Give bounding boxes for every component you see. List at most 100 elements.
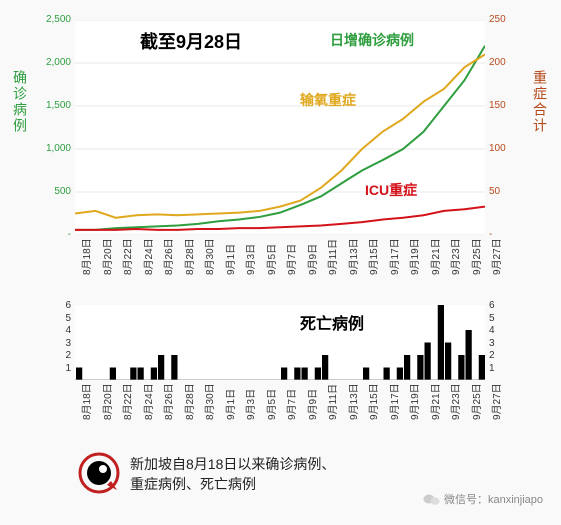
x-tick: 9月1日	[222, 244, 237, 275]
death-bar	[315, 368, 321, 381]
bot-left-tick: 4	[65, 325, 71, 336]
line-日增确诊病例	[75, 46, 485, 230]
left-tick: 1,500	[46, 100, 71, 111]
x-tick: 9月3日	[242, 244, 257, 275]
x-tick: 9月15日	[365, 238, 380, 275]
death-bar	[281, 368, 287, 381]
bot-left-tick: 1	[65, 363, 71, 374]
left-tick: 1,000	[46, 143, 71, 154]
x-tick: 9月25日	[468, 238, 483, 275]
bot-x-tick: 9月27日	[488, 383, 503, 420]
bot-x-tick: 8月18日	[78, 383, 93, 420]
x-tick: 8月26日	[160, 238, 175, 275]
series-label-输氧重症: 输氧重症	[300, 90, 356, 110]
bot-x-tick: 9月1日	[222, 389, 237, 420]
bot-right-tick: 5	[489, 313, 495, 324]
right-tick: 150	[489, 100, 506, 111]
left-tick: 2,500	[46, 14, 71, 25]
bot-x-tick: 9月17日	[386, 383, 401, 420]
caption-line-2: 重症病例、死亡病例	[130, 475, 256, 495]
bot-right-tick: 6	[489, 300, 495, 311]
series-label-日增确诊病例: 日增确诊病例	[330, 30, 414, 50]
x-tick: 9月17日	[386, 238, 401, 275]
death-bar	[294, 368, 300, 381]
bot-x-tick: 8月28日	[181, 383, 196, 420]
x-tick: 8月18日	[78, 238, 93, 275]
right-tick: 250	[489, 14, 506, 25]
death-bar	[445, 343, 451, 381]
source-logo	[78, 452, 120, 494]
x-tick: 8月24日	[140, 238, 155, 275]
left-tick: -	[68, 229, 71, 240]
bot-left-tick: 6	[65, 300, 71, 311]
x-tick: 9月13日	[345, 238, 360, 275]
death-bar	[404, 355, 410, 380]
x-tick: 9月9日	[304, 244, 319, 275]
bot-x-tick: 9月21日	[427, 383, 442, 420]
bot-x-tick: 9月3日	[242, 389, 257, 420]
death-bar	[138, 368, 144, 381]
left-tick: 2,000	[46, 57, 71, 68]
death-bar	[425, 343, 431, 381]
death-bar	[158, 355, 164, 380]
bottom-bar-chart	[75, 305, 485, 380]
death-bar	[110, 368, 116, 381]
death-bar	[438, 305, 444, 380]
x-tick: 9月21日	[427, 238, 442, 275]
bot-right-tick: 2	[489, 350, 495, 361]
caption-line-1: 新加坡自8月18日以来确诊病例、	[130, 455, 335, 475]
death-bar	[384, 368, 390, 381]
x-tick: 9月19日	[406, 238, 421, 275]
chart-title: 截至9月28日	[140, 28, 242, 54]
bot-x-tick: 8月24日	[140, 383, 155, 420]
bot-left-tick: 2	[65, 350, 71, 361]
death-bar	[466, 330, 472, 380]
x-tick: 9月11日	[324, 239, 339, 275]
x-tick: 9月7日	[283, 244, 298, 275]
bot-left-tick: 5	[65, 313, 71, 324]
x-tick: 8月22日	[119, 238, 134, 275]
bot-x-tick: 9月13日	[345, 383, 360, 420]
bot-x-tick: 9月19日	[406, 383, 421, 420]
bot-x-tick: 9月25日	[468, 383, 483, 420]
wechat-watermark: 微信号：kanxinjiapo	[423, 491, 543, 507]
x-tick: 8月28日	[181, 238, 196, 275]
left-tick: 500	[54, 186, 71, 197]
death-bar	[130, 368, 136, 381]
top-line-chart	[75, 20, 485, 235]
death-bar	[171, 355, 177, 380]
bot-x-tick: 9月23日	[447, 383, 462, 420]
bot-x-tick: 8月20日	[99, 383, 114, 420]
bot-x-tick: 9月11日	[324, 384, 339, 420]
x-tick: 9月27日	[488, 238, 503, 275]
death-bar	[397, 368, 403, 381]
x-tick: 8月30日	[201, 238, 216, 275]
death-bar	[322, 355, 328, 380]
death-bar	[458, 355, 464, 380]
line-输氧重症	[75, 54, 485, 217]
death-bar	[363, 368, 369, 381]
bot-right-tick: 3	[489, 338, 495, 349]
series-label-ICU重症: ICU重症	[365, 180, 417, 200]
deaths-label: 死亡病例	[300, 310, 364, 334]
bot-x-tick: 9月5日	[263, 389, 278, 420]
bot-x-tick: 8月26日	[160, 383, 175, 420]
bot-x-tick: 9月15日	[365, 383, 380, 420]
death-bar	[76, 368, 82, 381]
bot-left-tick: 3	[65, 338, 71, 349]
x-tick: 9月5日	[263, 244, 278, 275]
death-bar	[151, 368, 157, 381]
watermark-text: 微信号：kanxinjiapo	[444, 494, 543, 506]
death-bar	[302, 368, 308, 381]
right-axis-title-severe: 重症合计	[530, 70, 550, 134]
bot-x-tick: 9月9日	[304, 389, 319, 420]
bot-x-tick: 9月7日	[283, 389, 298, 420]
x-tick: 9月23日	[447, 238, 462, 275]
left-axis-title-confirmed: 确诊病例	[10, 70, 30, 134]
death-bar	[417, 355, 423, 380]
right-tick: 200	[489, 57, 506, 68]
death-bar	[479, 355, 485, 380]
bot-x-tick: 8月30日	[201, 383, 216, 420]
bot-x-tick: 8月22日	[119, 383, 134, 420]
right-tick: 50	[489, 186, 500, 197]
